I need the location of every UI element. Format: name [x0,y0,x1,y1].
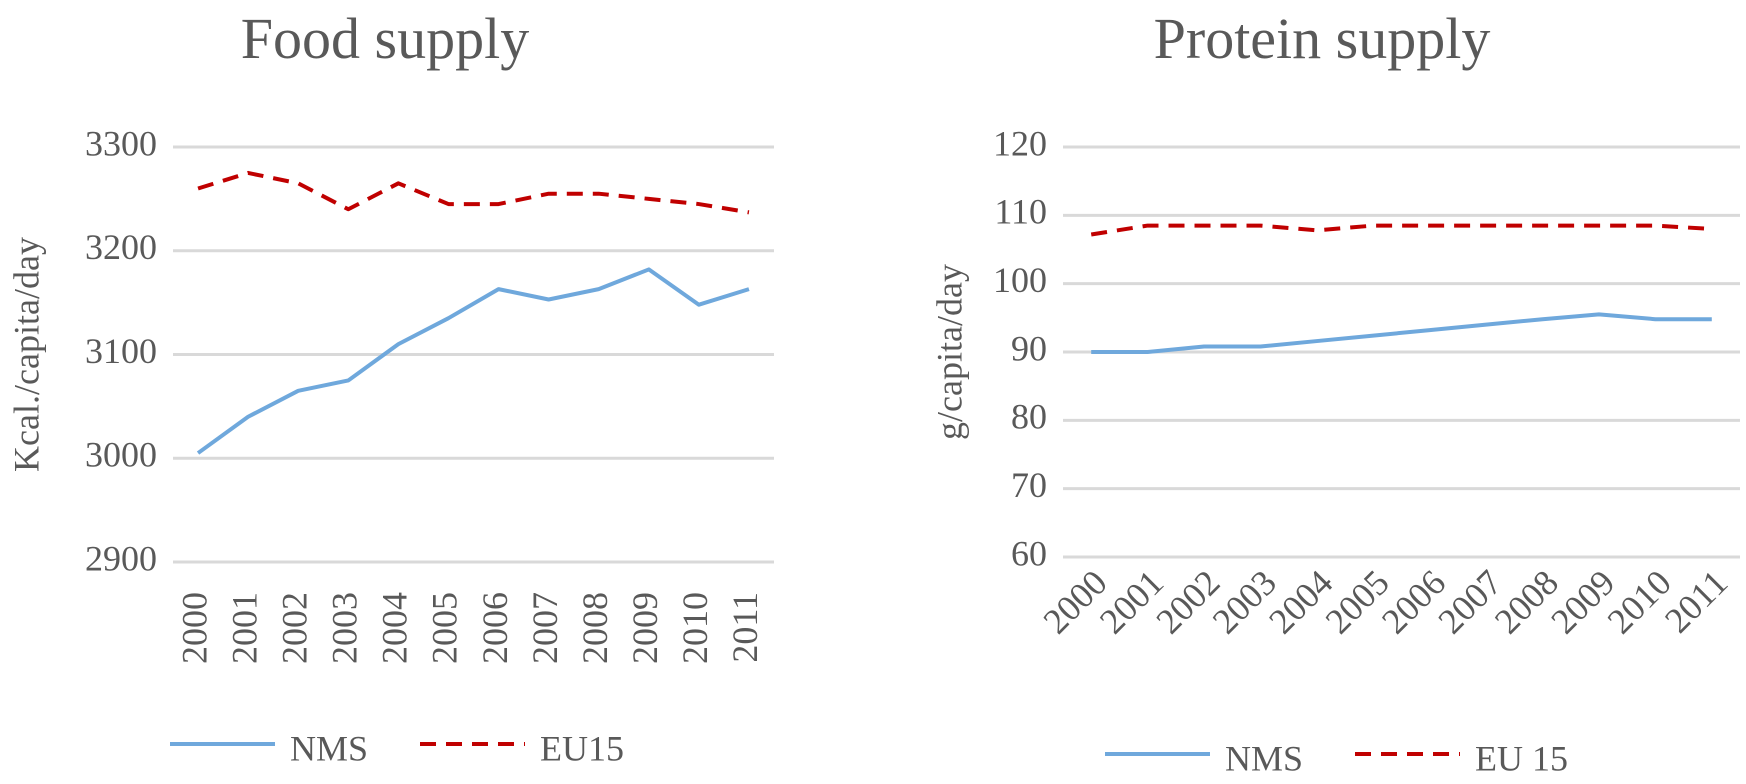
y-tick-label: 3200 [85,227,157,267]
y-tick-label: 3300 [85,123,157,163]
x-tick-label: 2000 [174,592,214,664]
y-tick-label: 120 [993,123,1047,163]
series-line [197,170,750,215]
x-tick-label: 2002 [274,592,314,664]
x-tick-label: 2005 [425,592,465,664]
y-tick-label: 3100 [85,331,157,371]
chart-title: Food supply [241,6,529,71]
y-tick-label: 100 [993,260,1047,300]
series-line [196,267,750,455]
x-tick-label: 2006 [475,592,515,664]
x-tick-label: 2007 [525,592,565,664]
y-tick-label: 2900 [85,538,157,578]
y-axis-title: g/capita/day [929,264,969,440]
series-line [1090,223,1712,237]
y-tick-label: 80 [1011,397,1047,437]
x-tick-label: 2008 [575,592,615,664]
legend-label: EU 15 [1475,738,1568,778]
chart-title: Protein supply [1154,6,1491,71]
x-tick-label: 2009 [625,592,665,664]
x-tick-label: 2011 [1657,562,1735,640]
y-tick-label: 110 [994,192,1047,232]
y-tick-label: 90 [1011,328,1047,368]
x-tick-label: 2004 [375,592,415,664]
y-tick-label: 70 [1011,465,1047,505]
x-tick-label: 2001 [224,592,264,664]
y-tick-label: 60 [1011,533,1047,573]
x-tick-label: 2011 [725,592,765,663]
legend-label: NMS [1225,738,1303,778]
legend-label: EU15 [540,728,624,768]
y-axis-title: Kcal./capita/day [6,237,46,472]
legend-label: NMS [290,728,368,768]
x-tick-label: 2003 [325,592,365,664]
y-tick-label: 3000 [85,435,157,475]
x-tick-label: 2010 [675,592,715,664]
series-line [1091,312,1712,354]
